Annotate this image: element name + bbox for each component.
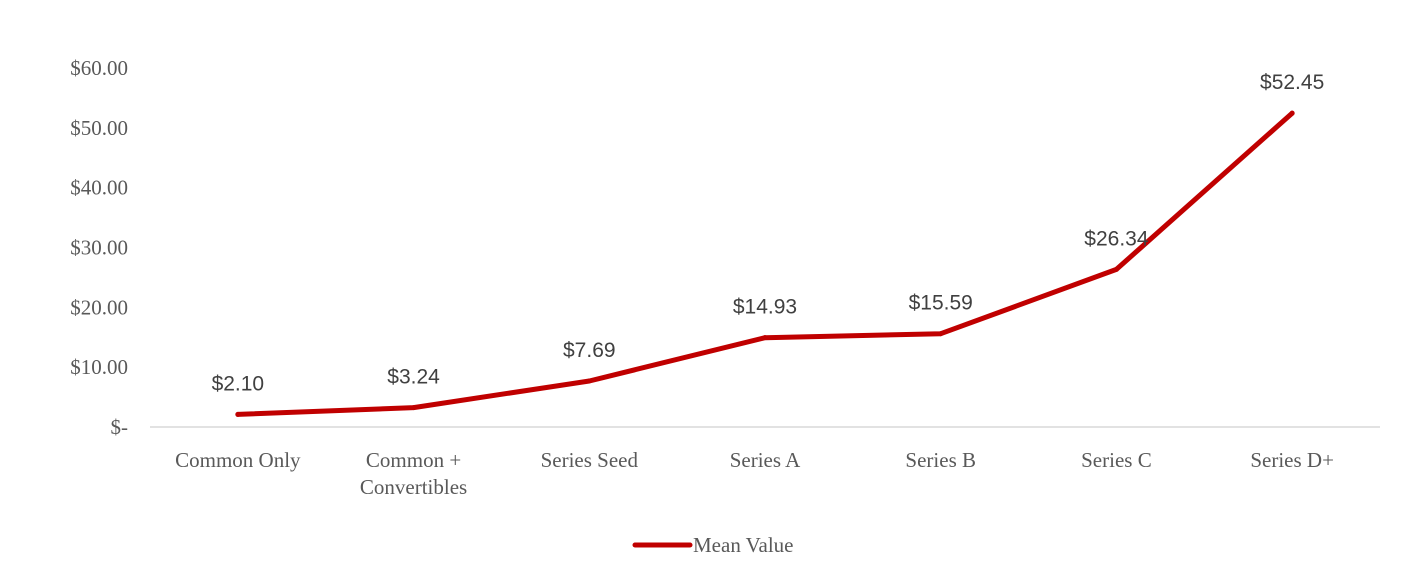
data-point [1113, 266, 1119, 272]
x-axis-labels: Common Only Common + Convertibles Series Se… [175, 448, 1334, 499]
data-point [235, 411, 241, 417]
data-point [411, 405, 417, 411]
y-tick-label: $40.00 [70, 176, 128, 200]
data-label: $52.45 [1260, 71, 1324, 94]
y-tick-label: $30.00 [70, 236, 128, 260]
x-tick-label-line: Series Seed [541, 448, 639, 472]
y-tick-label: $- [111, 415, 129, 439]
data-labels: $2.10 $3.24 $7.69 $14.93 $15.59 $26.34 $52.45 [212, 71, 1325, 395]
x-tick-label: Series B [905, 448, 976, 472]
x-tick-label: Series D+ [1250, 448, 1334, 472]
x-tick-label-line: Common + [366, 448, 461, 472]
x-tick-label: Series C [1081, 448, 1152, 472]
x-tick-label: Common + Convertibles [360, 448, 467, 499]
x-tick-label-line: Series C [1081, 448, 1152, 472]
series-group [235, 110, 1295, 417]
data-label: $7.69 [563, 339, 616, 362]
data-label: $26.34 [1084, 227, 1149, 250]
y-axis-labels: $- $10.00 $20.00 $30.00 $40.00 $50.00 $60.00 [70, 56, 128, 439]
x-tick-label-line: Series D+ [1250, 448, 1334, 472]
data-label: $3.24 [387, 366, 440, 389]
legend-label: Mean Value [693, 533, 794, 557]
y-tick-label: $20.00 [70, 295, 128, 319]
y-tick-label: $50.00 [70, 116, 128, 140]
x-tick-label-line: Series B [905, 448, 976, 472]
x-tick-label-line: Convertibles [360, 475, 467, 499]
y-tick-label: $60.00 [70, 56, 128, 80]
x-tick-label: Series A [730, 448, 801, 472]
x-tick-label: Common Only [175, 448, 301, 472]
data-point [938, 331, 944, 337]
data-point [1289, 110, 1295, 116]
x-tick-label-line: Common Only [175, 448, 301, 472]
y-tick-label: $10.00 [70, 355, 128, 379]
data-label: $14.93 [733, 296, 797, 319]
legend[interactable]: Mean Value [632, 533, 794, 557]
x-tick-label-line: Series A [730, 448, 801, 472]
x-tick-label: Series Seed [541, 448, 639, 472]
data-point [762, 335, 768, 341]
data-label: $15.59 [909, 292, 973, 315]
data-point [586, 378, 592, 384]
data-label: $2.10 [212, 372, 265, 395]
